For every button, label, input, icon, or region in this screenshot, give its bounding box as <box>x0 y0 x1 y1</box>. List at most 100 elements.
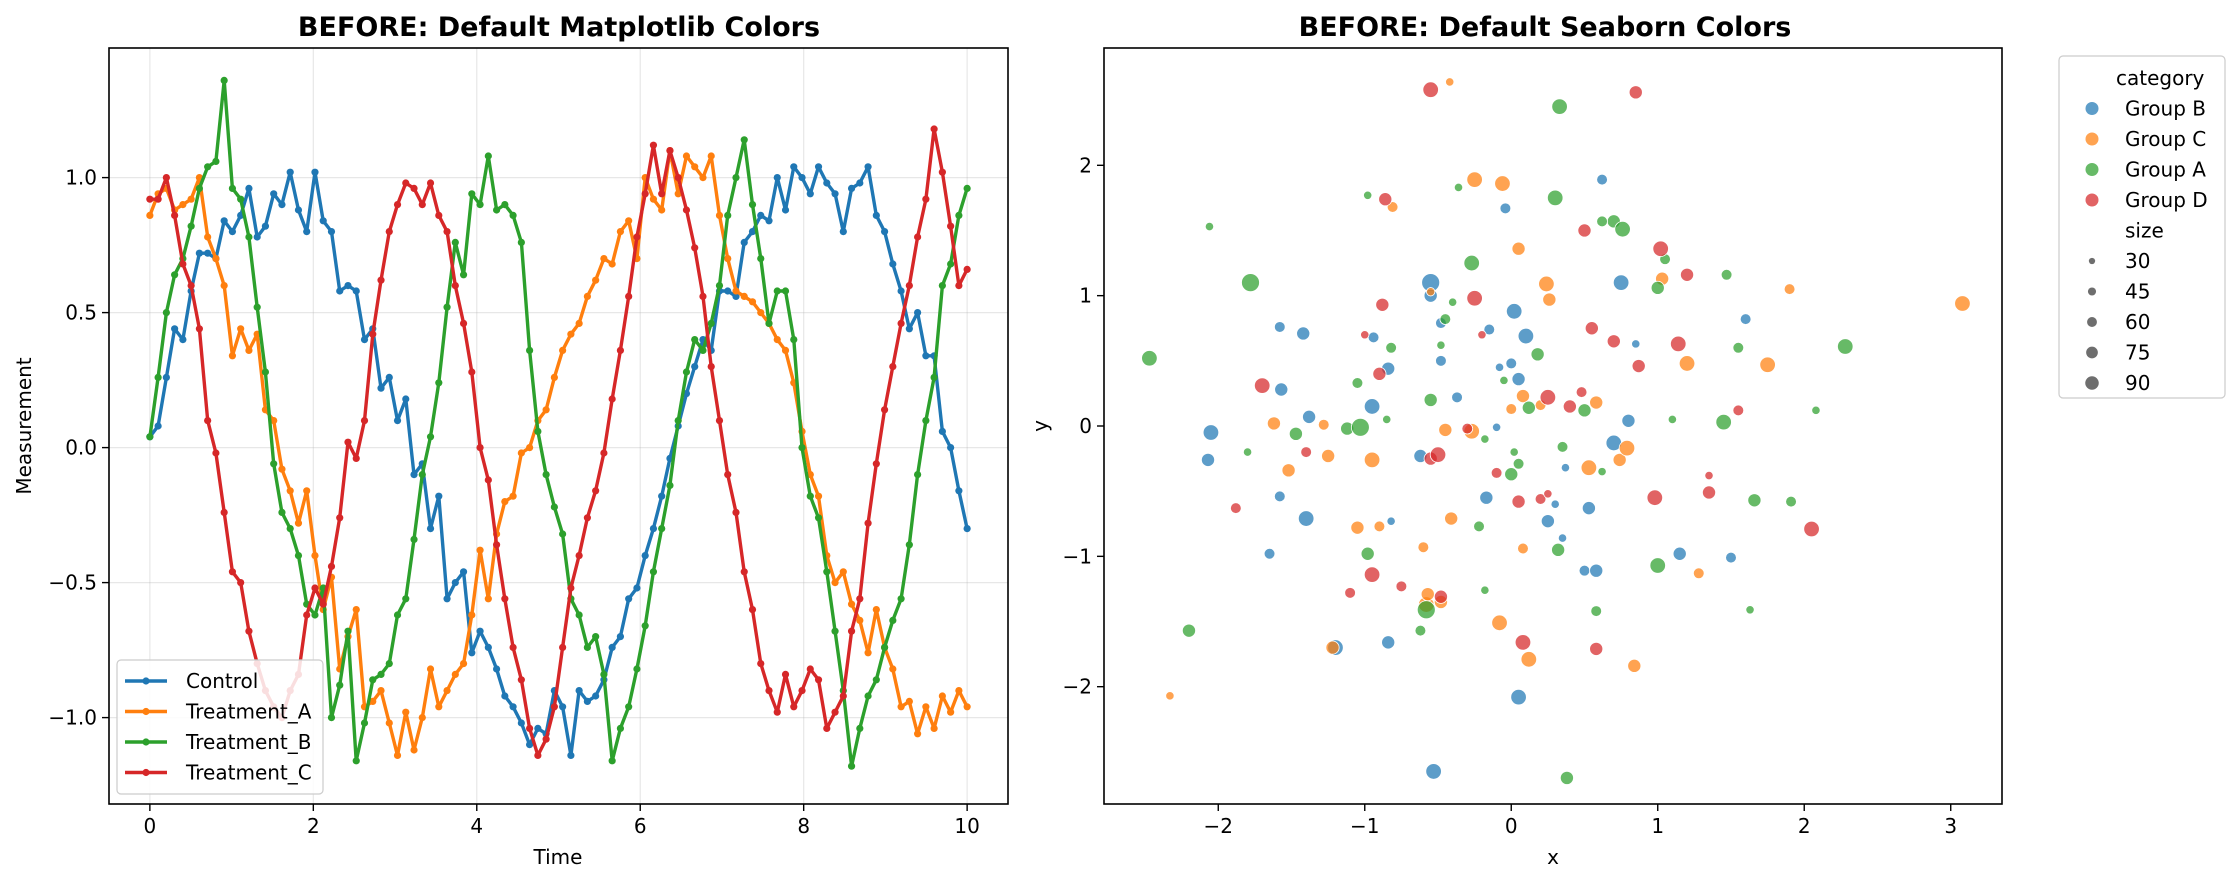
data-point <box>914 233 922 241</box>
point-group-c <box>1494 175 1511 192</box>
data-point <box>509 492 517 500</box>
data-point <box>773 708 781 716</box>
point-group-a <box>1480 585 1490 595</box>
point-group-d <box>1422 81 1439 98</box>
point-group-d <box>1732 404 1745 417</box>
data-point <box>839 568 847 576</box>
data-point <box>261 222 270 230</box>
legend-marker <box>2085 376 2099 390</box>
data-point <box>872 606 880 614</box>
data-point <box>773 336 781 344</box>
point-group-d <box>1360 330 1370 340</box>
left-series-lines <box>146 76 971 770</box>
legend-label: 60 <box>2125 310 2150 334</box>
data-point <box>179 260 187 268</box>
point-group-a <box>1436 340 1446 350</box>
data-point <box>608 757 616 765</box>
data-point <box>559 643 567 652</box>
point-group-d <box>1628 85 1643 100</box>
data-point <box>781 206 790 214</box>
data-point <box>311 168 319 176</box>
data-point <box>393 201 402 209</box>
point-group-b <box>1483 323 1496 336</box>
point-group-a <box>1241 273 1260 293</box>
data-point <box>575 552 583 560</box>
data-point <box>270 417 278 425</box>
point-group-d <box>1461 422 1474 435</box>
point-group-c <box>1417 541 1430 554</box>
point-group-a <box>1453 182 1464 193</box>
data-point <box>336 287 344 295</box>
point-group-b <box>1451 391 1463 404</box>
legend-entry: Group A <box>2085 158 2206 182</box>
data-point <box>468 368 476 376</box>
point-group-d <box>1584 321 1599 336</box>
series-line <box>148 78 969 768</box>
point-group-c <box>1505 403 1518 415</box>
data-point <box>443 595 451 603</box>
left-y-tick-label: 0.0 <box>65 436 97 460</box>
data-point <box>336 681 344 689</box>
data-point <box>253 303 261 311</box>
data-point <box>740 568 748 576</box>
data-point <box>179 201 187 209</box>
data-point <box>963 525 971 533</box>
data-point <box>889 665 897 673</box>
point-group-d <box>1680 267 1695 282</box>
point-group-c <box>1692 567 1705 580</box>
data-point <box>154 373 162 381</box>
data-point <box>880 643 889 652</box>
point-group-d <box>1378 192 1393 207</box>
left-y-tick-label: 1.0 <box>65 166 97 190</box>
data-point <box>245 346 253 354</box>
data-point <box>625 292 633 300</box>
data-point <box>237 195 245 203</box>
data-point <box>212 157 220 165</box>
data-point <box>707 152 715 160</box>
data-point <box>418 714 426 722</box>
point-group-a <box>1463 254 1480 272</box>
data-point <box>195 249 203 257</box>
data-point <box>748 606 757 614</box>
point-group-c <box>1373 520 1386 533</box>
data-point <box>922 703 930 711</box>
point-group-c <box>1612 452 1627 467</box>
data-point <box>228 352 237 360</box>
left-x-tick-label: 2 <box>307 814 320 838</box>
point-group-a <box>1288 426 1303 441</box>
data-point <box>435 379 443 387</box>
point-group-d <box>1577 223 1592 238</box>
legend-label: 90 <box>2125 371 2150 395</box>
data-point <box>930 724 938 733</box>
data-point <box>534 751 542 760</box>
data-point <box>162 373 170 381</box>
data-point <box>228 184 237 192</box>
legend-entry: 45 <box>2087 280 2150 304</box>
point-group-c <box>1438 422 1453 437</box>
data-point <box>435 211 443 219</box>
data-point <box>666 147 674 155</box>
data-point <box>270 190 278 198</box>
data-point <box>517 449 525 457</box>
legend-swatch-marker <box>142 768 150 777</box>
point-group-d <box>1514 634 1532 651</box>
data-point <box>798 174 806 182</box>
point-group-c <box>1627 658 1642 673</box>
data-point <box>237 325 245 333</box>
data-point <box>955 687 963 695</box>
point-group-b <box>1621 413 1636 428</box>
data-point <box>220 282 228 290</box>
data-point <box>484 643 492 652</box>
legend-marker <box>2087 287 2097 296</box>
data-point <box>914 730 922 738</box>
data-point <box>228 568 237 576</box>
series-treatment-b <box>146 76 971 770</box>
point-group-a <box>1590 605 1603 617</box>
data-point <box>385 660 393 668</box>
point-group-a <box>1448 297 1458 307</box>
data-point <box>567 584 575 592</box>
data-point <box>616 346 625 354</box>
data-point <box>410 184 418 192</box>
right-legend: category Group B Group C Group A Group D size… <box>2058 55 2226 399</box>
data-point <box>583 292 591 300</box>
